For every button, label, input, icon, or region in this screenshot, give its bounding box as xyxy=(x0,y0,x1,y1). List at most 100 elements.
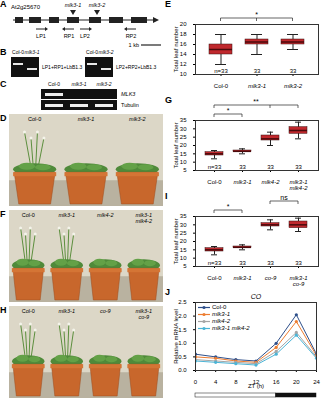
html-text:A: A xyxy=(0,0,7,9)
svg-text:mlk3-1mlk4-2: mlk3-1mlk4-2 xyxy=(289,179,308,191)
svg-text:20: 20 xyxy=(180,21,187,27)
svg-text:1 kb: 1 kb xyxy=(129,42,139,48)
svg-text:At2g25670: At2g25670 xyxy=(11,4,41,10)
svg-text:2.0: 2.0 xyxy=(178,313,187,319)
svg-text:*: * xyxy=(255,11,258,18)
svg-text:30: 30 xyxy=(180,222,187,228)
svg-text:35: 35 xyxy=(180,213,187,219)
svg-text:8: 8 xyxy=(234,379,238,385)
svg-text:MLK3: MLK3 xyxy=(121,91,136,97)
svg-text:12: 12 xyxy=(180,61,187,67)
svg-text:30: 30 xyxy=(180,126,187,132)
svg-text:0.0: 0.0 xyxy=(178,367,187,373)
html-text:C: C xyxy=(0,79,7,89)
svg-text:LP1: LP1 xyxy=(36,33,46,39)
svg-text:18: 18 xyxy=(180,31,187,37)
svg-text:mlk3-1co-9: mlk3-1co-9 xyxy=(135,308,152,320)
svg-text:mlk3-2: mlk3-2 xyxy=(129,116,146,122)
svg-text:2.5: 2.5 xyxy=(178,299,187,305)
svg-text:**: ** xyxy=(253,98,259,105)
svg-text:mlk3-1mlk4-2: mlk3-1mlk4-2 xyxy=(135,212,152,224)
svg-text:33: 33 xyxy=(239,164,246,170)
svg-text:15: 15 xyxy=(180,151,187,157)
svg-text:Col-0: Col-0 xyxy=(86,49,98,55)
svg-text:CO: CO xyxy=(251,293,262,300)
svg-text:mlk3-1co-9: mlk3-1co-9 xyxy=(289,275,307,287)
svg-text:10: 10 xyxy=(180,71,187,77)
svg-text:16: 16 xyxy=(180,41,187,47)
svg-text:co-9: co-9 xyxy=(265,275,277,281)
svg-text:Col-0: Col-0 xyxy=(214,83,229,89)
svg-text:ns: ns xyxy=(280,194,288,201)
svg-text:mlk3-1: mlk3-1 xyxy=(233,275,251,281)
svg-text:Total leaf number: Total leaf number xyxy=(173,122,179,168)
svg-text:24: 24 xyxy=(313,379,320,385)
svg-text:mlk3-1: mlk3-1 xyxy=(58,212,75,218)
svg-text:mlk3-1: mlk3-1 xyxy=(65,2,82,8)
svg-text:25: 25 xyxy=(180,134,187,140)
svg-text:16: 16 xyxy=(273,379,280,385)
svg-text:mlk3-1: mlk3-1 xyxy=(78,116,95,122)
svg-text:mlk3-2: mlk3-2 xyxy=(284,83,303,89)
svg-text:mlk3-1: mlk3-1 xyxy=(24,49,39,55)
svg-text:33: 33 xyxy=(295,260,302,266)
svg-text:33: 33 xyxy=(267,164,274,170)
svg-text:mlk3-2: mlk3-2 xyxy=(89,2,106,8)
svg-text:ZT (h): ZT (h) xyxy=(248,383,264,389)
svg-text:33: 33 xyxy=(267,260,274,266)
svg-text:*: * xyxy=(227,107,230,114)
svg-text:15: 15 xyxy=(180,247,187,253)
svg-text:RP2: RP2 xyxy=(126,33,137,39)
svg-text:RP1: RP1 xyxy=(64,33,75,39)
svg-text:10: 10 xyxy=(180,255,187,261)
svg-text:Col-0: Col-0 xyxy=(12,49,24,55)
svg-text:1.0: 1.0 xyxy=(178,340,187,346)
svg-text:33: 33 xyxy=(254,68,261,74)
svg-text:1.5: 1.5 xyxy=(178,327,187,333)
svg-text:mlk3-1: mlk3-1 xyxy=(58,308,75,314)
svg-text:LP1+RP1+LbB1.3: LP1+RP1+LbB1.3 xyxy=(42,64,83,70)
svg-text:Total leaf number: Total leaf number xyxy=(173,218,179,264)
svg-text:n=33: n=33 xyxy=(214,68,228,74)
html-text:B: B xyxy=(0,47,7,57)
svg-text:n=33: n=33 xyxy=(208,260,222,266)
html-text:H: H xyxy=(0,305,7,315)
svg-text:n=33: n=33 xyxy=(208,164,222,170)
svg-text:5: 5 xyxy=(183,263,187,269)
svg-text:mlk3-2: mlk3-2 xyxy=(96,81,111,87)
svg-text:Col-0: Col-0 xyxy=(207,179,222,185)
svg-text:4: 4 xyxy=(214,379,218,385)
svg-text:35: 35 xyxy=(180,117,187,123)
svg-text:mlk3-1: mlk3-1 xyxy=(233,179,251,185)
svg-text:Tubulin: Tubulin xyxy=(121,102,139,108)
svg-text:Col-0: Col-0 xyxy=(28,116,41,122)
svg-text:Relative mRNA level: Relative mRNA level xyxy=(173,309,179,364)
svg-text:33: 33 xyxy=(239,260,246,266)
svg-text:20: 20 xyxy=(180,142,187,148)
svg-text:LP2: LP2 xyxy=(80,33,90,39)
svg-text:mlk3-2: mlk3-2 xyxy=(98,49,113,55)
svg-text:LP2+RP2+LbB1.3: LP2+RP2+LbB1.3 xyxy=(116,64,157,70)
svg-text:20: 20 xyxy=(293,379,300,385)
svg-text:co-9: co-9 xyxy=(100,308,111,314)
svg-text:25: 25 xyxy=(180,230,187,236)
svg-text:mlk3-1: mlk3-1 xyxy=(248,83,266,89)
svg-text:mlk4-2: mlk4-2 xyxy=(261,179,280,185)
svg-text:0: 0 xyxy=(194,379,198,385)
svg-text:33: 33 xyxy=(295,164,302,170)
svg-text:Col-0: Col-0 xyxy=(48,81,60,87)
svg-text:5: 5 xyxy=(183,167,187,173)
svg-text:10: 10 xyxy=(180,159,187,165)
svg-text:Total leaf number: Total leaf number xyxy=(173,26,179,72)
svg-text:*: * xyxy=(227,203,230,210)
svg-text:mlk4-2: mlk4-2 xyxy=(97,212,114,218)
svg-text:Col-0: Col-0 xyxy=(22,212,35,218)
svg-text:Col-0: Col-0 xyxy=(207,275,222,281)
html-text:D: D xyxy=(0,113,7,123)
svg-text:mlk3-1: mlk3-1 xyxy=(71,81,86,87)
svg-text:14: 14 xyxy=(180,51,187,57)
svg-text:20: 20 xyxy=(180,238,187,244)
svg-text:Col-0: Col-0 xyxy=(22,308,35,314)
svg-text:0.5: 0.5 xyxy=(178,354,187,360)
svg-text:33: 33 xyxy=(290,68,297,74)
